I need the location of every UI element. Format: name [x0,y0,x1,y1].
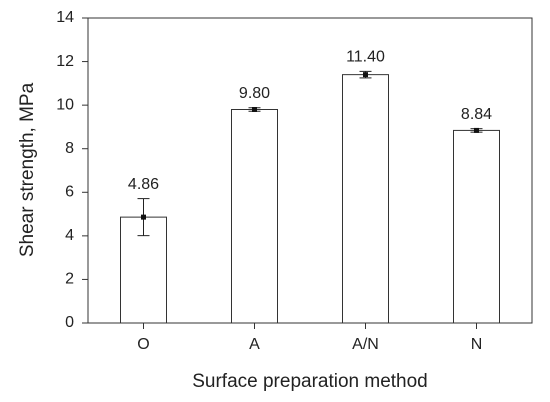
x-axis-title: Surface preparation method [192,371,428,392]
value-label: 9.80 [239,85,270,102]
y-tick-label: 8 [65,140,74,157]
y-tick-label: 2 [65,271,74,288]
x-tick-label: N [471,336,483,353]
mean-marker [363,72,368,78]
mean-marker [141,214,146,220]
x-tick-label: A/N [352,336,379,353]
plot-frame [87,17,533,324]
bar [453,129,500,324]
x-tick-label: O [137,336,149,353]
y-tick-label: 12 [56,53,74,70]
value-label: 11.40 [346,49,385,66]
value-label: 4.86 [128,176,159,193]
mean-marker [252,107,257,112]
y-tick-label: 4 [65,227,74,244]
bar [231,109,278,324]
mean-marker [474,127,479,133]
y-tick-label: 0 [65,314,74,331]
y-tick-label: 10 [56,96,74,113]
value-label: 8.84 [461,106,492,123]
y-axis-title: Shear strength, MPa [17,82,38,257]
x-tick-label: A [249,336,260,353]
bar [342,74,389,324]
y-tick-label: 6 [65,184,74,201]
y-tick-label: 14 [56,9,74,26]
